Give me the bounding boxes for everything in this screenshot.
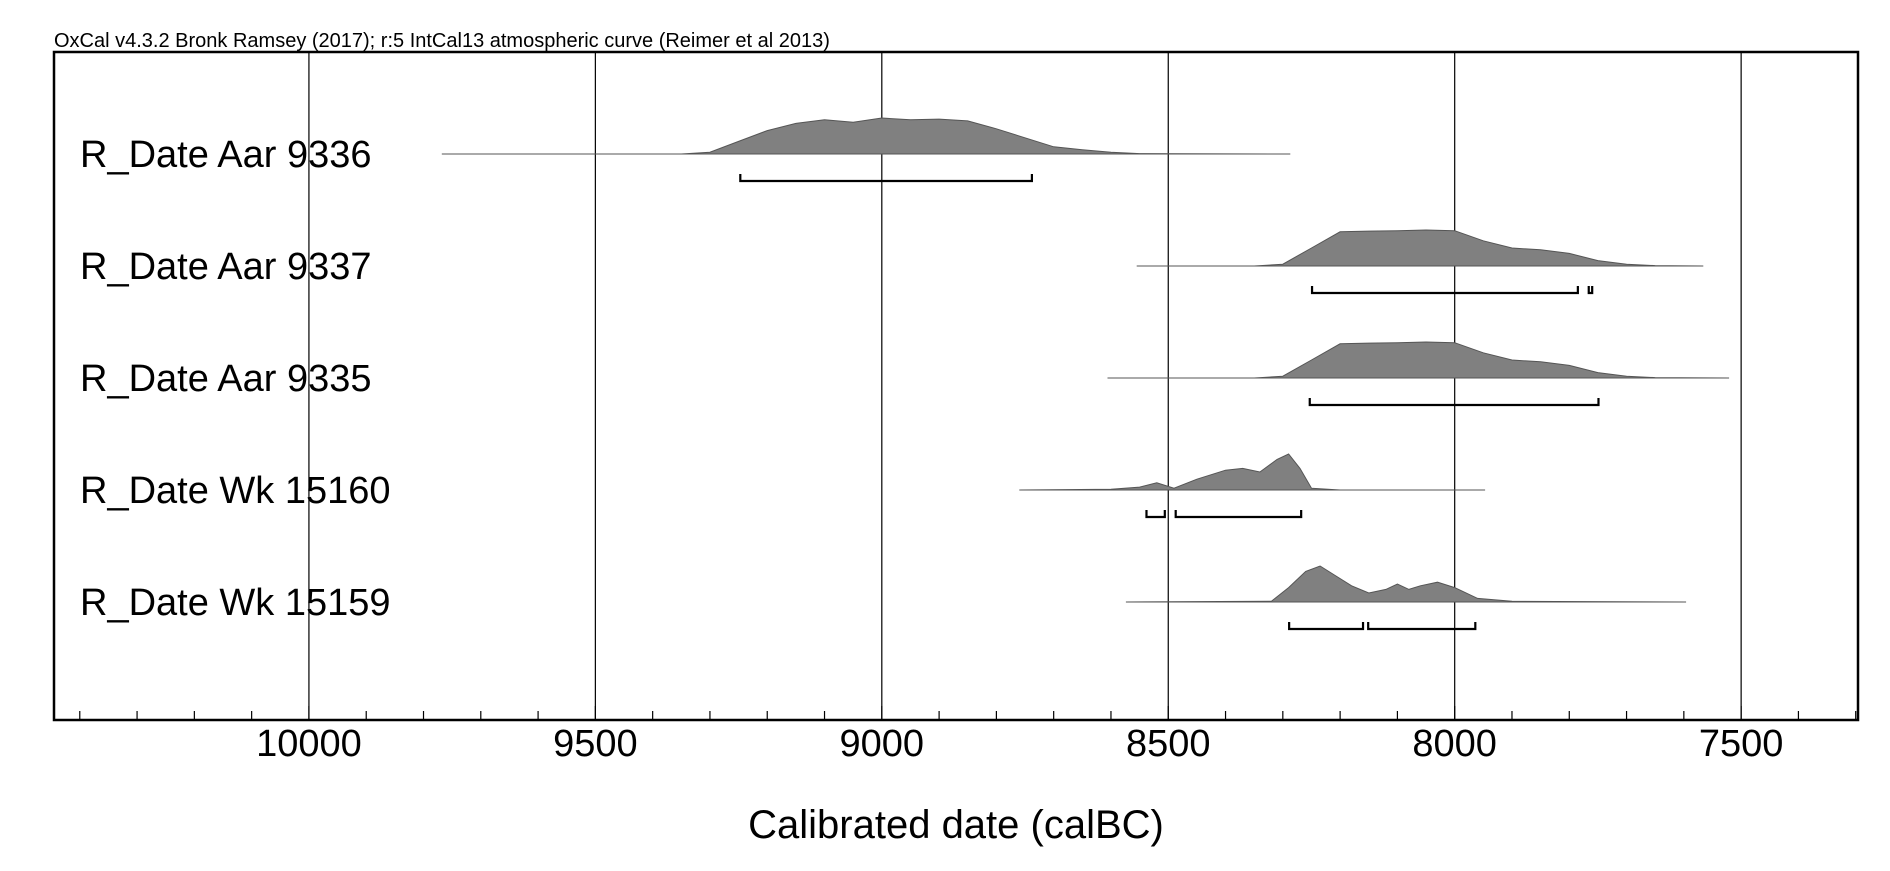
series-label: R_Date Wk 15160 — [80, 470, 391, 512]
x-tick-label: 9500 — [553, 723, 638, 765]
range-bracket — [1587, 286, 1594, 295]
range-bracket — [1308, 398, 1600, 407]
x-tick-label: 7500 — [1699, 723, 1784, 765]
series-label: R_Date Aar 9337 — [80, 246, 372, 288]
x-tick-label: 9000 — [840, 723, 925, 765]
density-area — [1125, 565, 1687, 603]
range-bracket — [1174, 510, 1303, 519]
series-label: R_Date Aar 9335 — [80, 358, 372, 400]
x-tick-label: 8500 — [1126, 723, 1211, 765]
density-area — [1019, 453, 1486, 491]
density-area — [441, 117, 1291, 155]
series-label: R_Date Wk 15159 — [80, 582, 391, 624]
range-bracket — [1288, 622, 1365, 631]
range-bracket — [739, 174, 1034, 183]
density-area — [1107, 341, 1730, 379]
range-bracket — [1145, 510, 1166, 519]
chart-title: OxCal v4.3.2 Bronk Ramsey (2017); r:5 In… — [54, 30, 830, 52]
range-bracket — [1310, 286, 1579, 295]
x-axis-label: Calibrated date (calBC) — [748, 803, 1164, 847]
series-label: R_Date Aar 9336 — [80, 134, 372, 176]
x-tick-label: 10000 — [256, 723, 362, 765]
x-tick-label: 8000 — [1412, 723, 1497, 765]
range-bracket — [1367, 622, 1477, 631]
plot-frame — [52, 50, 1860, 722]
density-area — [1136, 229, 1704, 267]
